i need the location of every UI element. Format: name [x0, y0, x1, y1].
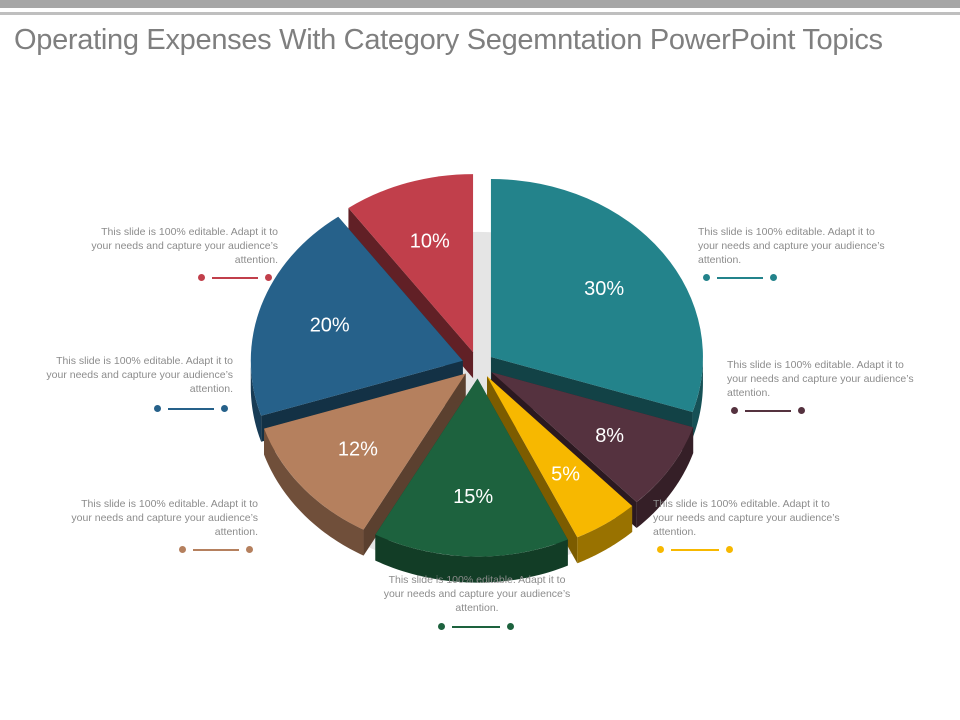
- note-plum: This slide is 100% editable. Adapt it to…: [727, 359, 914, 399]
- slice-rim: [250, 360, 262, 442]
- slice-rim: [264, 428, 364, 556]
- note-red: This slide is 100% editable. Adapt it to…: [91, 226, 278, 266]
- connector-dot: [154, 405, 161, 412]
- connector-line: [452, 626, 500, 628]
- connector-dot: [703, 274, 710, 281]
- connector-dot: [798, 407, 805, 414]
- connector-line: [168, 408, 214, 410]
- slice-20pct: [250, 216, 463, 416]
- connector-gold: [657, 545, 733, 555]
- connector-dot: [438, 623, 445, 630]
- top-rule-thin: [0, 12, 960, 15]
- slice-label: 20%: [310, 314, 350, 336]
- connector-dot: [179, 546, 186, 553]
- connector-dot: [246, 546, 253, 553]
- connector-dot: [657, 546, 664, 553]
- connector-plum: [731, 406, 805, 416]
- note-blue: This slide is 100% editable. Adapt it to…: [46, 355, 233, 395]
- connector-line: [193, 549, 239, 551]
- connector-line: [671, 549, 719, 551]
- slice-wall: [348, 208, 474, 379]
- slice-label: 5%: [551, 463, 580, 485]
- connector-dot: [770, 274, 777, 281]
- slice-10pct: [348, 174, 474, 353]
- slice-label: 15%: [453, 486, 493, 508]
- connector-blue: [154, 404, 228, 414]
- slice-label: 12%: [338, 439, 378, 461]
- slice-12pct: [264, 373, 466, 530]
- slice-30pct: [490, 179, 703, 413]
- note-tan: This slide is 100% editable. Adapt it to…: [71, 498, 258, 538]
- note-green: This slide is 100% editable. Adapt it to…: [383, 574, 571, 614]
- slice-label: 30%: [584, 278, 624, 300]
- note-teal: This slide is 100% editable. Adapt it to…: [698, 226, 885, 266]
- connector-dot: [507, 623, 514, 630]
- pie-labels: 30% 8% 5% 15% 12% 20% 10%: [310, 230, 625, 508]
- connector-dot: [731, 407, 738, 414]
- connector-line: [212, 277, 258, 279]
- connector-dot: [265, 274, 272, 281]
- connector-line: [717, 277, 763, 279]
- connector-green: [438, 622, 514, 632]
- connector-dot: [198, 274, 205, 281]
- slice-rim: [636, 427, 694, 529]
- connector-line: [745, 410, 791, 412]
- connector-dot: [221, 405, 228, 412]
- connector-dot: [726, 546, 733, 553]
- note-gold: This slide is 100% editable. Adapt it to…: [653, 498, 840, 538]
- connector-teal: [703, 273, 777, 283]
- connector-red: [198, 273, 272, 283]
- slice-rim: [692, 357, 703, 439]
- slice-15pct: [375, 378, 568, 557]
- slice-5pct: [486, 376, 633, 538]
- slide-title: Operating Expenses With Category Segemnt…: [14, 24, 883, 56]
- slice-rim: [375, 534, 568, 583]
- top-rule-thick: [0, 0, 960, 8]
- slice-8pct: [491, 372, 694, 503]
- pie-tops: [250, 174, 703, 557]
- slice-wall: [363, 373, 466, 556]
- connector-tan: [179, 545, 253, 555]
- slice-label: 10%: [410, 230, 450, 252]
- slice-label: 8%: [595, 425, 624, 447]
- slice-rim: [577, 506, 633, 564]
